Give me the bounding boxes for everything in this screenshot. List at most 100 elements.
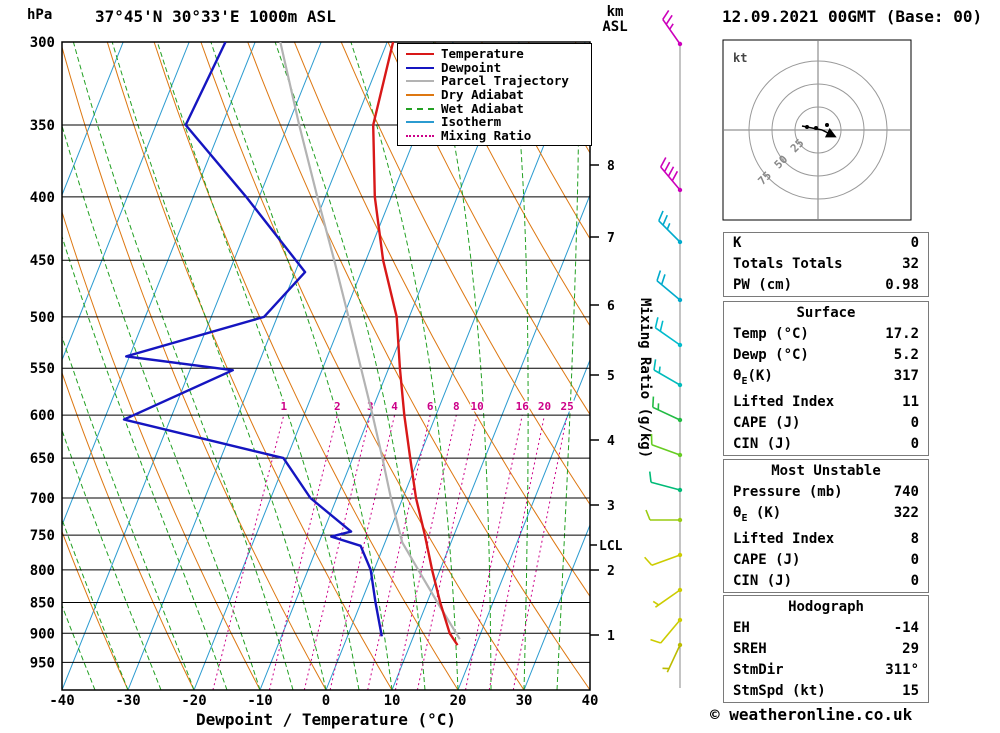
km-axis: 8 7 6 5 4 3 2 1 LCL Mixing Ratio (g/kg) (590, 159, 653, 644)
stat-label: CIN (J) (733, 572, 793, 589)
temp-tick-label: 20 (450, 693, 467, 709)
wind-barb (658, 210, 683, 245)
stat-row: StmDir 311° (724, 660, 928, 681)
stat-label: Pressure (mb) (733, 484, 843, 500)
temp-tick-label: -40 (49, 693, 74, 709)
datetime-title: 12.09.2021 00GMT (Base: 00) (722, 7, 983, 26)
stat-label: Lifted Index (733, 530, 835, 547)
legend-label: Temperature (441, 46, 524, 61)
pressure-tick-label: 950 (30, 655, 55, 671)
legend-label: Mixing Ratio (441, 128, 532, 144)
stat-label: Lifted Index (733, 393, 835, 410)
wind-barb (662, 642, 683, 673)
pressure-tick-label: 900 (30, 626, 55, 642)
mixing-ratio-value-label: 6 (427, 400, 434, 413)
temp-tick-label: -10 (247, 693, 272, 709)
stat-row: Lifted Index 8 (724, 529, 928, 550)
x-axis-title: Dewpoint / Temperature (°C) (195, 710, 457, 729)
wind-barb (652, 587, 683, 608)
stat-row: CAPE (J) 0 (724, 413, 928, 434)
hodograph-ring (771, 83, 865, 177)
stat-row: CIN (J) 0 (724, 434, 928, 455)
km-tick-label: 4 (607, 434, 615, 449)
pressure-axis-unit: hPa (27, 7, 53, 23)
hodograph-dot (805, 125, 809, 129)
km-tick-label: 1 (607, 629, 615, 644)
km-tick-label: 3 (607, 499, 615, 514)
temp-tick-labels: -40 -30 -20 -10 0 10 20 30 40 (49, 693, 598, 709)
lcl-label: LCL (599, 539, 623, 554)
mixing-ratio-lines (212, 414, 568, 690)
pressure-tick-label: 700 (30, 491, 55, 507)
plot-frame (61, 41, 591, 691)
mixing-ratio-value-label: 10 (470, 400, 483, 413)
stat-row: StmSpd (kt) 15 (724, 681, 928, 702)
stat-value: 0 (910, 572, 919, 589)
temperature-curve (372, 42, 459, 646)
stat-label: CAPE (J) (733, 551, 801, 568)
stat-value: 17.2 (885, 326, 919, 342)
stat-label: CAPE (J) (733, 414, 801, 431)
stat-label: EH (733, 620, 750, 636)
stat-label: Temp (°C) (733, 326, 809, 342)
stat-row: EH -14 (724, 618, 928, 639)
wind-barb (653, 359, 683, 388)
indices-panel: K 0 Totals Totals 32 PW (cm) 0.98 (723, 232, 929, 297)
legend-swatch (406, 66, 434, 69)
legend-swatch (406, 107, 434, 110)
legend-item: Wet Adiabat (398, 102, 591, 116)
sounding-curves (122, 42, 461, 646)
legend-label: Wet Adiabat (441, 100, 524, 116)
wind-barb (652, 396, 683, 423)
wind-barb (644, 552, 683, 567)
stat-label: K (733, 235, 742, 251)
stat-label: θE(K) (733, 368, 773, 387)
wind-barb (660, 157, 683, 193)
stat-label: Totals Totals (733, 256, 843, 272)
mixing-ratio-axis-label: Mixing Ratio (g/kg) (637, 298, 653, 458)
km-tick-label: 7 (607, 231, 615, 246)
hodograph-ring (748, 60, 888, 200)
wind-barb (648, 471, 683, 493)
surface-panel: Surface Temp (°C) 17.2 Dewp (°C) 5.2 θE(K) 31… (723, 301, 929, 456)
mixing-ratio-value-label: 16 (516, 400, 530, 413)
pressure-tick-label: 500 (30, 310, 55, 326)
copyright: © weatheronline.co.uk (710, 705, 913, 724)
pressure-tick-label: 650 (30, 451, 55, 467)
station-title: 37°45'N 30°33'E 1000m ASL (95, 7, 336, 26)
stat-value: 0 (910, 551, 919, 568)
mixing-ratio-value-label: 25 (560, 400, 573, 413)
legend-item: Parcel Trajectory (398, 74, 591, 88)
most-unstable-panel-title: Most Unstable (771, 463, 881, 479)
mixing-ratio-value-label: 2 (334, 400, 341, 413)
stat-label: SREH (733, 641, 767, 657)
stat-row: SREH 29 (724, 639, 928, 660)
stat-value: 29 (902, 641, 919, 657)
hodograph-dot (825, 123, 829, 127)
stat-value: 5.2 (893, 347, 919, 363)
stat-row: Temp (°C) 17.2 (724, 324, 928, 345)
parcel-trajectory-curve (279, 42, 461, 640)
wind-barb (662, 9, 683, 47)
stat-value: 311° (885, 662, 919, 678)
stat-row: PW (cm) 0.98 (724, 275, 928, 296)
legend-label: Dewpoint (441, 59, 502, 75)
stat-label: StmSpd (kt) (733, 683, 826, 699)
hodograph-unit-label: kt (733, 51, 747, 65)
temp-tick-label: -30 (115, 693, 140, 709)
wind-barb (645, 509, 683, 523)
dewpoint-curve (122, 42, 383, 637)
pressure-tick-label: 450 (30, 253, 55, 269)
km-tick-label: 8 (607, 159, 615, 174)
stat-row: CIN (J) 0 (724, 571, 928, 592)
pressure-tick-label: 400 (30, 190, 55, 206)
stat-value: 0 (910, 435, 919, 452)
stat-value: 32 (902, 256, 919, 272)
pressure-tick-label: 850 (30, 596, 55, 612)
most-unstable-panel: Most Unstable Pressure (mb) 740 θE (K) 322 L… (723, 459, 929, 593)
mixing-ratio-labels: 1 2 3 4 6 8 10 16 20 25 (279, 399, 575, 415)
km-tick-label: 6 (607, 299, 615, 314)
legend-swatch (406, 52, 434, 55)
wind-barb-column (644, 9, 683, 688)
